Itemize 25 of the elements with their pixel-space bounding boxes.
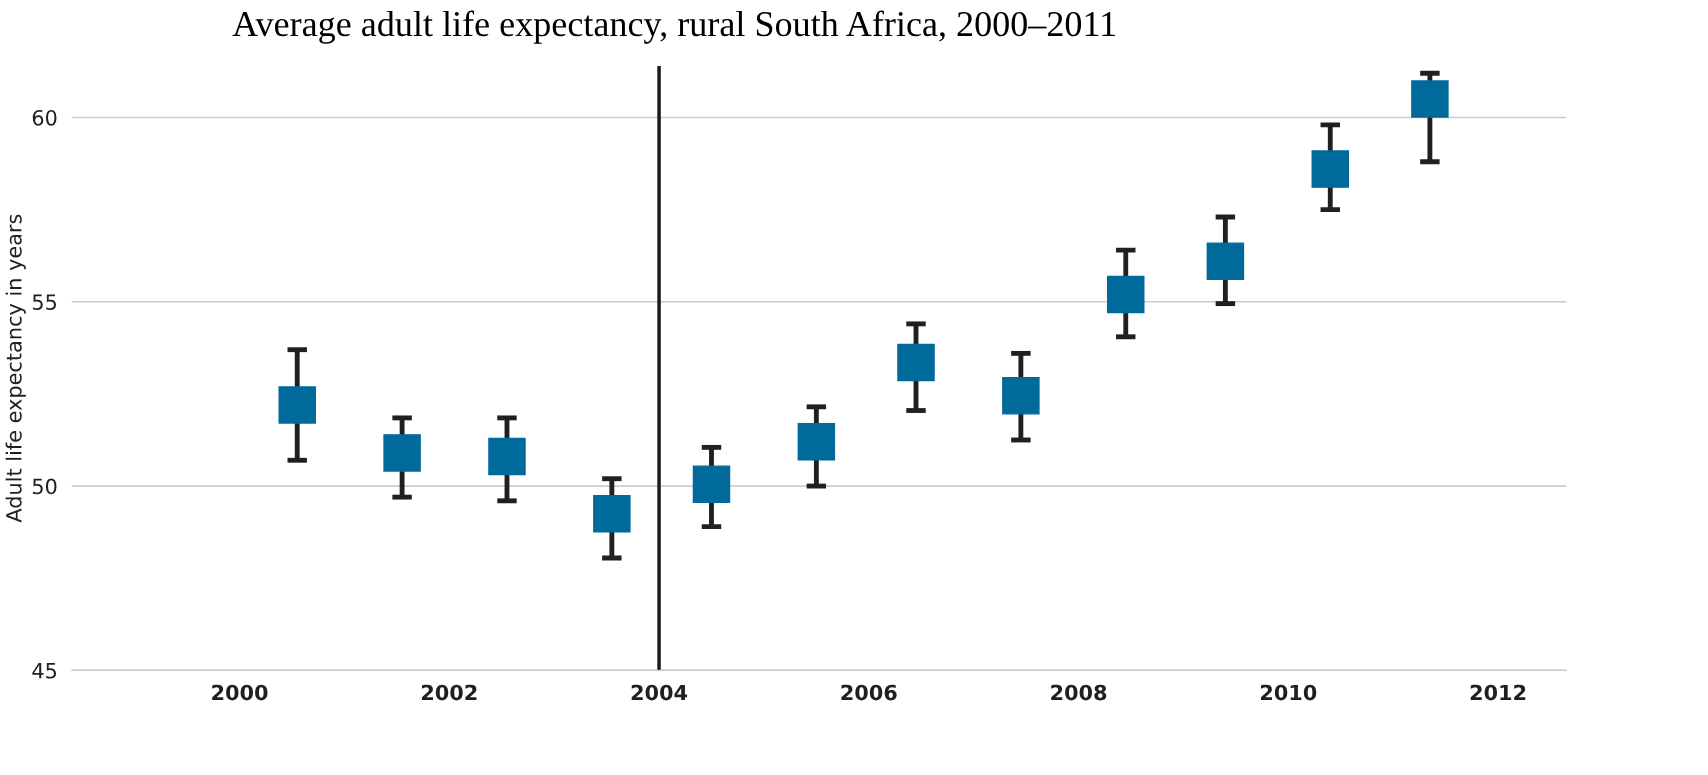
y-tick-label: 55: [32, 294, 57, 310]
point: [897, 343, 935, 382]
x-tick-label: 2010: [1260, 684, 1317, 701]
y-tick-label: 45: [32, 663, 57, 679]
point: [383, 434, 421, 472]
point: [488, 437, 526, 476]
x-tick-label: 2006: [841, 684, 897, 701]
x-tick-label: 2012: [1470, 684, 1526, 701]
point: [1206, 242, 1245, 280]
point: [278, 386, 316, 424]
point: [1311, 150, 1350, 188]
point: [692, 465, 731, 503]
x-tick-label: 2004: [631, 684, 688, 701]
point: [797, 423, 836, 461]
y-tick-label: 50: [32, 478, 57, 495]
point: [1411, 80, 1449, 118]
y-axis-title: Adult life expectancy in years: [5, 214, 26, 523]
y-tick-label: 60: [32, 109, 57, 126]
point: [1002, 377, 1040, 415]
x-tick-label: 2002: [421, 684, 477, 701]
x-tick-label: 2008: [1051, 684, 1107, 701]
point: [1107, 275, 1145, 314]
x-tick-label: 2000: [212, 684, 268, 701]
point: [593, 494, 631, 533]
chart-title: Average adult life expectancy, rural South Africa, 2000–2011: [232, 10, 1116, 44]
